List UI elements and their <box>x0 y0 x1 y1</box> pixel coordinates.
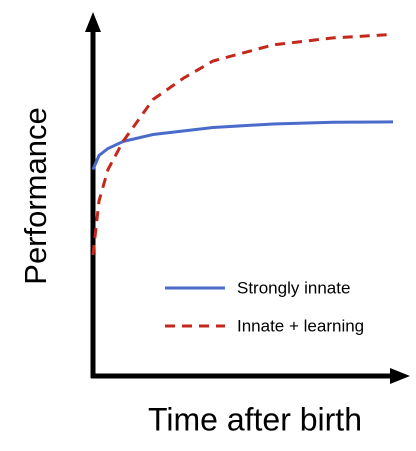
x-axis-label: Time after birth <box>148 401 362 437</box>
legend-label: Strongly innate <box>237 278 350 297</box>
line <box>91 120 394 171</box>
y-axis-arrow <box>85 12 101 32</box>
x-axis-arrow <box>390 368 410 384</box>
line <box>91 32 394 256</box>
y-axis-label: Performance <box>18 107 53 284</box>
legend-label: Innate + learning <box>237 316 364 335</box>
